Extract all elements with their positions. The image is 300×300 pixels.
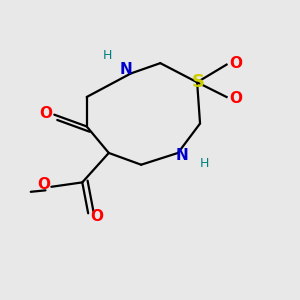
Text: O: O [229,56,242,70]
Text: O: O [229,91,242,106]
Text: O: O [39,106,52,121]
Text: O: O [38,177,50,192]
Text: O: O [91,209,103,224]
Text: H: H [103,49,112,62]
Text: S: S [192,73,205,91]
Text: H: H [200,157,209,170]
Text: N: N [176,148,189,164]
Text: N: N [120,61,133,76]
